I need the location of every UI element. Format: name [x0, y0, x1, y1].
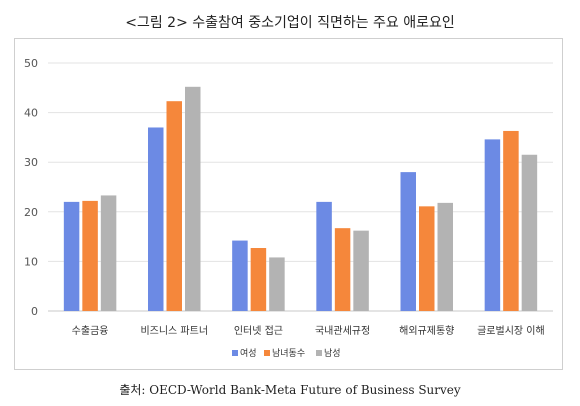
bar-2-4 [334, 228, 351, 311]
bar-1-5 [400, 172, 416, 311]
y-tick-label: 30 [24, 156, 38, 169]
y-tick-label: 0 [31, 305, 38, 318]
legend-label: 남성 [324, 348, 341, 359]
y-tick-label: 50 [24, 57, 38, 70]
bar-1-4 [316, 201, 332, 311]
category-label: 인터넷 접근 [234, 325, 283, 337]
bar-3-2 [185, 86, 201, 311]
bar-1-2 [148, 127, 164, 311]
bar-3-5 [437, 202, 453, 311]
category-label: 비즈니스 파트너 [140, 325, 208, 337]
legend-label: 남녀동수 [272, 348, 305, 359]
bar-2-6 [503, 130, 519, 311]
chart-title: <그림 2> 수출참여 중소기업이 직면하는 주요 애로요인 [125, 15, 455, 31]
gridlines [48, 62, 553, 312]
legend-swatch [232, 350, 238, 356]
chart-frame [14, 38, 563, 370]
category-labels: 수출금융 비즈니스 파트너 인터넷 접근 국내관세규정 해외규제통향 글로벌시장 이해 [72, 324, 545, 337]
bar-2-5 [419, 206, 435, 311]
legend-swatch [316, 350, 322, 356]
bar-2-2 [166, 101, 182, 311]
bar-1-3 [232, 240, 248, 311]
y-axis-ticks: 0 10 20 30 40 50 [24, 57, 38, 318]
bar-1-1 [63, 201, 80, 311]
bars [63, 86, 538, 311]
y-tick-label: 40 [24, 107, 38, 120]
legend: 여성 남녀동수 남성 [232, 347, 341, 359]
bar-3-3 [269, 257, 285, 311]
category-label: 수출금융 [72, 325, 109, 337]
legend-label: 여성 [240, 347, 257, 359]
category-label: 글로벌시장 이해 [477, 324, 545, 337]
source-note: 출처: OECD-World Bank-Meta Future of Busin… [119, 383, 461, 397]
bar-2-3 [250, 248, 267, 311]
bar-3-6 [521, 154, 538, 311]
category-label: 해외규제통향 [399, 324, 454, 337]
y-tick-label: 10 [24, 255, 38, 268]
bar-3-1 [100, 195, 117, 311]
y-tick-label: 20 [24, 206, 38, 219]
bar-3-4 [353, 230, 369, 311]
bar-2-1 [82, 200, 98, 311]
bar-1-6 [484, 139, 501, 311]
legend-swatch [264, 350, 270, 356]
category-label: 국내관세규정 [315, 325, 370, 337]
